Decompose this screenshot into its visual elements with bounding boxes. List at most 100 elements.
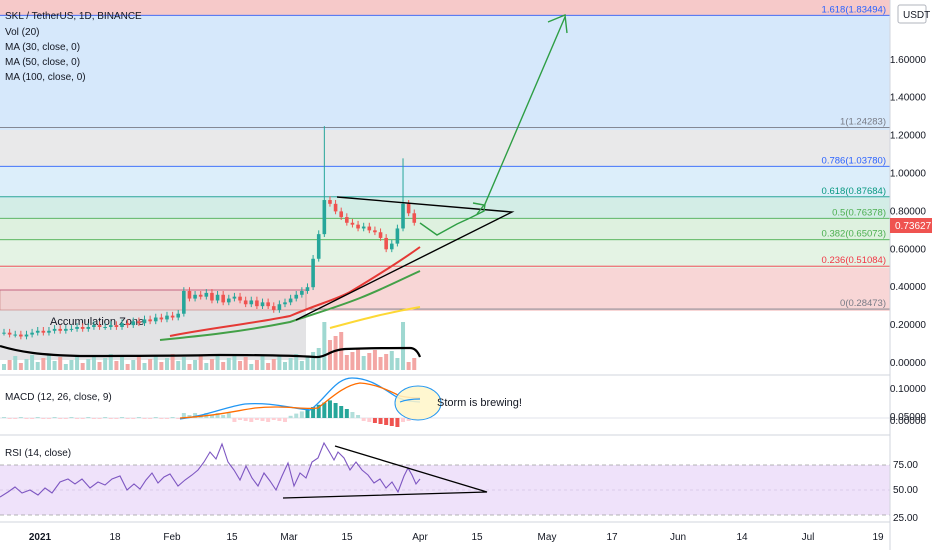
time-tick-9: 17 [606, 532, 618, 543]
volume-bar [52, 361, 57, 370]
candle-body [153, 317, 158, 322]
candle-body [384, 237, 388, 250]
macd-bar [311, 407, 316, 418]
candle-body [406, 203, 411, 214]
macd-bar [159, 418, 164, 419]
price-pane[interactable]: 1.618(1.83494) 1(1.24283) 0.786(1.03780) 0.… [0, 0, 890, 370]
candle-body [294, 294, 299, 299]
candle-body [131, 321, 136, 326]
rsi-tick-2: 25.00 [893, 513, 918, 524]
candle-body [97, 325, 102, 327]
time-tick-10: Jun [670, 532, 686, 543]
macd-bar [367, 418, 372, 422]
currency-badge[interactable] [897, 4, 927, 24]
volume-bar [299, 361, 304, 370]
candle-body [176, 313, 181, 318]
macd-bar [209, 415, 214, 418]
price-tick-0: 1.60000 [890, 55, 927, 66]
macd-bar [153, 417, 158, 418]
time-axis[interactable]: 2021 18 Feb 15 Mar 15 Apr 15 May 17 Jun 14 Jul 19 [29, 532, 884, 543]
macd-bar [356, 415, 361, 418]
price-tick-2: 1.20000 [890, 131, 927, 142]
indicator-vol[interactable]: Vol (20) [5, 27, 39, 38]
volume-bar [266, 363, 271, 370]
volume-bar [322, 322, 327, 370]
volume-bar [238, 361, 243, 370]
time-tick-3: 15 [226, 532, 238, 543]
macd-line [179, 377, 421, 420]
volume-bar [7, 360, 12, 370]
volume-bar [187, 364, 192, 370]
candle-body [30, 332, 34, 335]
volume-bar [316, 348, 321, 370]
candle-body [401, 203, 405, 229]
candle-body [311, 258, 315, 288]
candle-body [300, 290, 304, 295]
volume-bar [254, 360, 259, 370]
candle-body [69, 328, 74, 330]
volume-bar [327, 340, 332, 370]
candle-body [249, 300, 254, 305]
macd-bar [80, 418, 85, 419]
candle-body [120, 323, 124, 327]
volume-bar [406, 362, 411, 370]
indicator-ma30[interactable]: MA (30, close, 0) [5, 42, 80, 53]
macd-bar [7, 418, 12, 419]
volume-bars [2, 322, 417, 370]
volume-bar [311, 352, 316, 370]
candle-body [187, 290, 192, 299]
candle-body [114, 325, 119, 327]
macd-bar [238, 418, 243, 420]
macd-bar [187, 415, 192, 418]
volume-bar [46, 354, 51, 370]
macd-pane[interactable]: Storm is brewing! MACD (12, 26, close, 9… [0, 377, 890, 427]
rsi-triangle-pattern [282, 445, 488, 499]
rsi-ticks: 75.00 50.00 25.00 [893, 460, 918, 524]
macd-label[interactable]: MACD (12, 26, close, 9) [5, 392, 112, 403]
macd-bar [97, 418, 102, 419]
macd-tick-1: 0.05000 [890, 412, 927, 423]
candle-body [47, 330, 51, 333]
volume-bar [41, 358, 46, 370]
volume-bar [108, 354, 113, 370]
price-axis[interactable]: USDT 1.60000 1.40000 1.20000 1.00000 0.80000… [889, 0, 932, 550]
volume-bar [30, 355, 35, 370]
indicator-ma100[interactable]: MA (100, close, 0) [5, 72, 86, 83]
indicator-ma50[interactable]: MA (50, close, 0) [5, 57, 80, 68]
macd-bar [170, 417, 175, 418]
macd-bar [260, 418, 265, 421]
volume-bar [361, 356, 366, 370]
candle-body [283, 302, 287, 305]
volume-bar [232, 354, 237, 370]
macd-bar [18, 417, 23, 418]
macd-bar [24, 418, 29, 419]
candle-body [80, 326, 85, 329]
volume-ma-line [0, 344, 422, 359]
fib-lines: 1.618(1.83494) 1(1.24283) 0.786(1.03780) 0.… [0, 4, 890, 310]
fib-label-0: 1.618(1.83494) [822, 4, 886, 15]
symbol-title[interactable]: SKL / TetherUS, 1D, BINANCE [5, 11, 142, 22]
ma30-line [169, 246, 421, 337]
macd-bar [215, 413, 220, 418]
macd-bar [46, 418, 51, 419]
fib-label-2: 0.786(1.03780) [822, 155, 886, 166]
macd-bar [288, 415, 293, 418]
volume-bar [356, 349, 361, 370]
macd-bar [2, 417, 6, 418]
macd-bar [176, 418, 181, 419]
time-tick-12: Jul [802, 532, 815, 543]
candle-body [125, 323, 130, 326]
storm-highlight-lines [399, 398, 421, 403]
rsi-label[interactable]: RSI (14, close) [5, 448, 71, 459]
candle-body [13, 334, 18, 336]
macd-bar [350, 412, 355, 418]
macd-bar [30, 418, 35, 419]
rsi-pane[interactable]: RSI (14, close) [0, 441, 890, 516]
candle-body [328, 200, 332, 204]
candle-body [159, 317, 164, 320]
macd-bar [63, 418, 68, 419]
candle-body [204, 292, 209, 297]
candle-body [92, 325, 96, 327]
